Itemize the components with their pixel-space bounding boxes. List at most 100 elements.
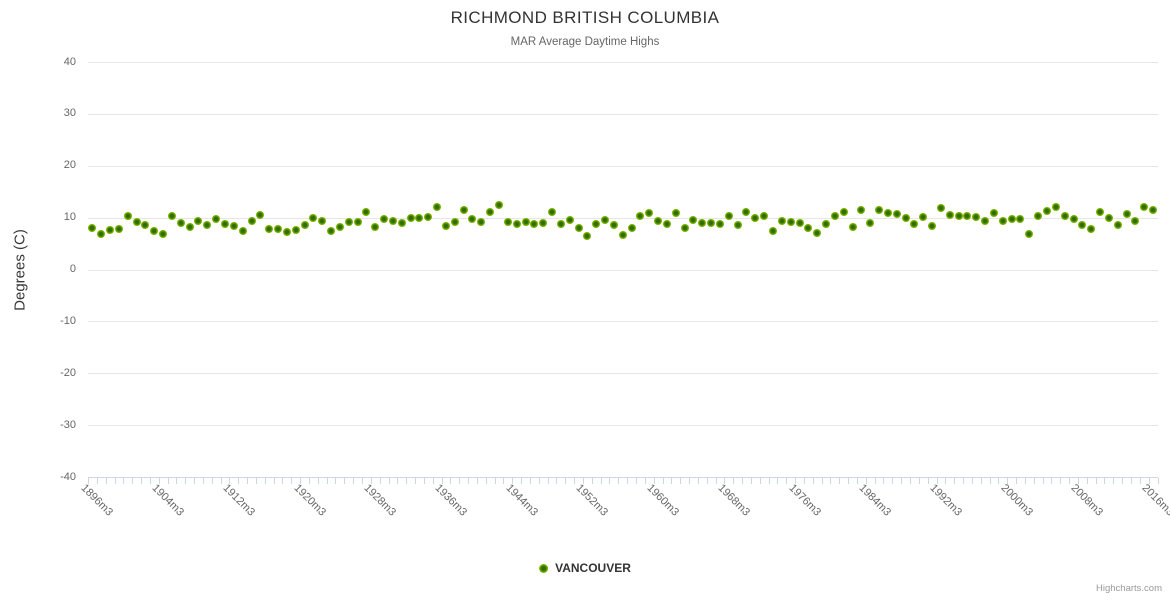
data-point[interactable] (892, 209, 901, 218)
data-point[interactable] (1078, 220, 1087, 229)
data-point[interactable] (565, 215, 574, 224)
data-point[interactable] (521, 218, 530, 227)
data-point[interactable] (203, 220, 212, 229)
data-point[interactable] (397, 218, 406, 227)
data-point[interactable] (1060, 211, 1069, 220)
data-point[interactable] (1113, 220, 1122, 229)
data-point[interactable] (804, 224, 813, 232)
data-point[interactable] (857, 205, 866, 214)
data-point[interactable] (380, 214, 389, 223)
data-point[interactable] (300, 221, 309, 230)
data-point[interactable] (1007, 215, 1016, 224)
data-point[interactable] (786, 217, 795, 226)
data-point[interactable] (707, 218, 716, 227)
data-point[interactable] (512, 219, 521, 228)
data-point[interactable] (954, 211, 963, 220)
data-point[interactable] (167, 212, 176, 221)
data-point[interactable] (813, 228, 822, 237)
data-point[interactable] (486, 207, 495, 216)
data-point[interactable] (424, 213, 433, 222)
data-point[interactable] (388, 217, 397, 226)
data-point[interactable] (963, 212, 972, 221)
data-point[interactable] (106, 226, 115, 235)
data-point[interactable] (574, 224, 583, 232)
data-point[interactable] (654, 217, 663, 226)
data-point[interactable] (229, 221, 238, 230)
data-point[interactable] (1016, 214, 1025, 223)
data-point[interactable] (1140, 203, 1149, 212)
data-point[interactable] (97, 230, 106, 239)
data-point[interactable] (883, 209, 892, 218)
data-point[interactable] (636, 212, 645, 221)
data-point[interactable] (830, 211, 839, 220)
data-point[interactable] (150, 226, 159, 235)
data-point[interactable] (309, 214, 318, 223)
data-point[interactable] (981, 217, 990, 226)
data-point[interactable] (760, 211, 769, 220)
data-point[interactable] (901, 213, 910, 222)
data-point[interactable] (875, 205, 884, 214)
data-point[interactable] (689, 215, 698, 224)
data-point[interactable] (495, 201, 503, 210)
data-point[interactable] (724, 212, 733, 221)
data-point[interactable] (645, 209, 654, 218)
data-point[interactable] (1104, 214, 1113, 223)
data-point[interactable] (910, 220, 919, 229)
data-point[interactable] (335, 222, 344, 231)
data-point[interactable] (132, 217, 141, 226)
data-point[interactable] (866, 218, 875, 227)
data-point[interactable] (503, 217, 512, 226)
data-point[interactable] (928, 222, 937, 231)
data-point[interactable] (662, 219, 671, 228)
data-point[interactable] (680, 224, 689, 232)
data-point[interactable] (548, 208, 557, 217)
data-point[interactable] (1096, 208, 1105, 217)
data-point[interactable] (936, 203, 945, 212)
data-point[interactable] (998, 217, 1007, 226)
data-point[interactable] (601, 215, 610, 224)
data-point[interactable] (327, 226, 336, 235)
data-point[interactable] (344, 217, 353, 226)
data-point[interactable] (618, 230, 627, 239)
data-point[interactable] (247, 216, 256, 225)
data-point[interactable] (433, 202, 442, 211)
data-point[interactable] (450, 217, 459, 226)
data-point[interactable] (1034, 211, 1043, 220)
data-point[interactable] (362, 207, 371, 216)
data-point[interactable] (318, 216, 327, 225)
data-point[interactable] (583, 231, 592, 240)
data-point[interactable] (176, 218, 185, 227)
data-point[interactable] (839, 207, 848, 216)
legend-item-vancouver[interactable]: VANCOUVER (539, 561, 631, 575)
data-point[interactable] (698, 218, 707, 227)
data-point[interactable] (777, 216, 786, 225)
data-point[interactable] (265, 224, 274, 233)
data-point[interactable] (123, 212, 132, 221)
data-point[interactable] (919, 212, 928, 221)
data-point[interactable] (406, 214, 415, 223)
data-point[interactable] (609, 220, 618, 229)
data-point[interactable] (733, 220, 742, 229)
data-point[interactable] (194, 217, 203, 226)
data-point[interactable] (972, 212, 981, 221)
data-point[interactable] (1043, 206, 1051, 215)
data-point[interactable] (159, 229, 168, 238)
data-point[interactable] (256, 211, 265, 220)
data-point[interactable] (627, 224, 636, 232)
data-point[interactable] (1087, 224, 1096, 233)
data-point[interactable] (114, 224, 123, 233)
data-point[interactable] (530, 220, 539, 229)
data-point[interactable] (742, 207, 751, 216)
data-point[interactable] (141, 220, 150, 229)
data-point[interactable] (671, 208, 680, 217)
data-point[interactable] (1025, 229, 1034, 238)
data-point[interactable] (539, 218, 548, 227)
data-point[interactable] (769, 226, 777, 235)
data-point[interactable] (282, 228, 291, 237)
data-point[interactable] (1122, 209, 1131, 218)
data-point[interactable] (1149, 206, 1158, 215)
data-point[interactable] (477, 217, 486, 226)
highcharts-credit-link[interactable]: Highcharts.com (1096, 583, 1162, 594)
data-point[interactable] (945, 211, 954, 220)
data-point[interactable] (221, 219, 229, 228)
